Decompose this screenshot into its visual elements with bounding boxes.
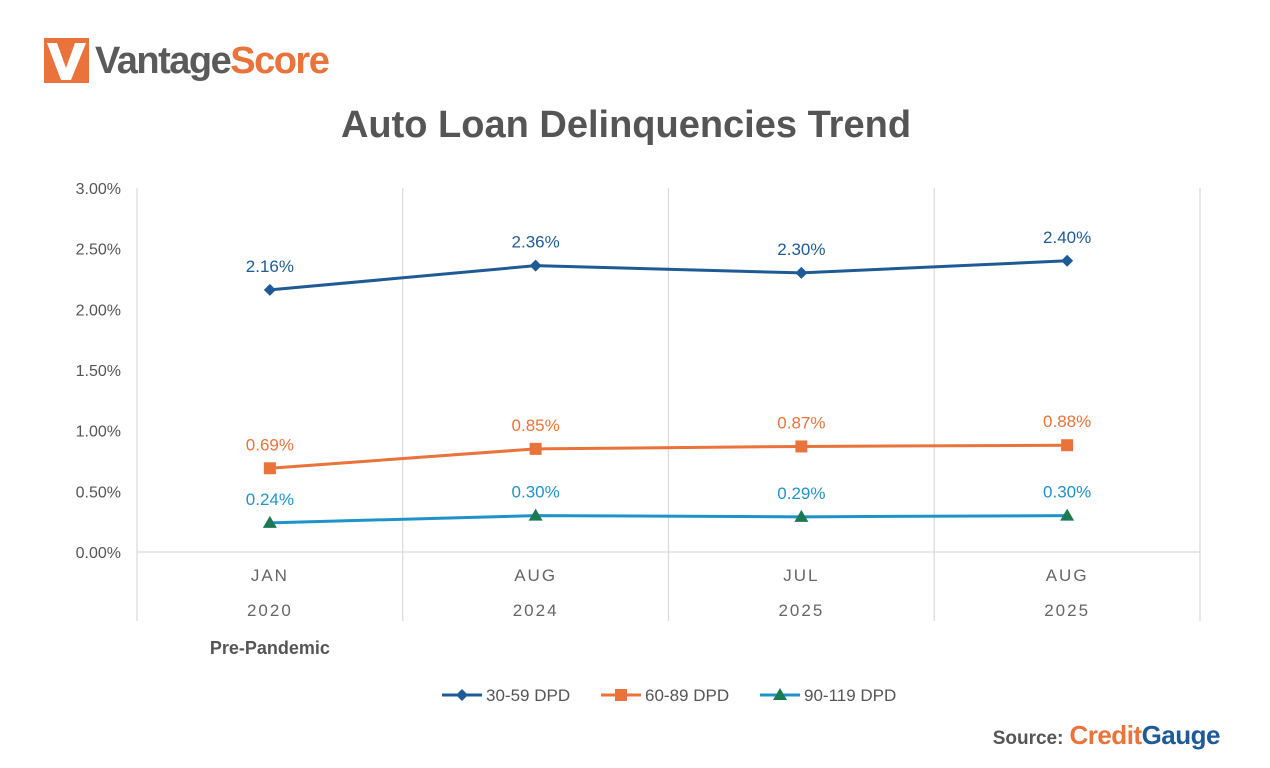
chart-title: Auto Loan Delinquencies Trend (340, 104, 912, 146)
x-tick-label-year: 2020 (247, 601, 293, 620)
y-tick-label: 1.50% (76, 363, 121, 380)
y-tick-label: 3.00% (76, 181, 121, 198)
series-point-0 (529, 259, 542, 272)
source-credit: Source: Credit Gauge (992, 720, 1221, 751)
data-label: 0.30% (512, 483, 560, 502)
series-point-2 (528, 508, 543, 521)
series-point-0 (263, 283, 276, 296)
series-point-2 (262, 515, 277, 528)
creditgauge-logo-word-credit: Credit (1069, 720, 1142, 750)
data-label: 0.29% (777, 484, 825, 503)
pre-pandemic-annotation: Pre-Pandemic (210, 638, 330, 658)
x-tick-label-month: AUG (1046, 566, 1089, 585)
x-tick-label-year: 2025 (778, 601, 824, 620)
data-label: 0.88% (1043, 412, 1091, 431)
data-label: 0.24% (246, 490, 294, 509)
series-point-2 (794, 509, 809, 522)
series-point-1 (1061, 439, 1074, 452)
logo-word-score: Score (230, 39, 330, 82)
legend-marker (773, 688, 787, 700)
y-tick-label: 0.50% (76, 484, 121, 501)
x-tick-label-month: JAN (251, 566, 289, 585)
legend-marker (456, 689, 468, 701)
legend-marker (615, 689, 627, 701)
y-tick-label: 2.50% (76, 242, 121, 259)
data-label: 2.30% (777, 240, 825, 259)
creditgauge-logo-word-gauge: Gauge (1141, 720, 1221, 750)
series-line-1 (269, 443, 1068, 470)
x-tick-label-month: AUG (514, 566, 557, 585)
legend-label: 90-119 DPD (804, 686, 896, 705)
legend-label: 60-89 DPD (645, 686, 729, 705)
series-line-2 (269, 514, 1068, 525)
y-tick-label: 1.00% (76, 424, 121, 441)
legend-label: 30-59 DPD (486, 686, 570, 705)
data-label: 2.40% (1043, 228, 1091, 247)
data-label: 0.85% (512, 416, 560, 435)
y-tick-label: 0.00% (76, 545, 121, 562)
vantagescore-logo-icon (44, 38, 89, 83)
data-label: 0.69% (246, 435, 294, 454)
series-point-0 (795, 266, 808, 279)
data-label: 0.87% (777, 413, 825, 432)
logo-wordmark: VantageScore (95, 39, 330, 82)
logo-word-vantage: Vantage (95, 39, 232, 82)
series-point-1 (529, 442, 542, 455)
x-tick-label-year: 2025 (1044, 601, 1090, 620)
x-tick-label-month: JUL (783, 566, 819, 585)
y-tick-label: 2.00% (76, 302, 121, 319)
series-line-0 (269, 259, 1068, 292)
source-label: Source: (992, 728, 1064, 749)
series-point-1 (263, 462, 276, 475)
series-point-1 (795, 440, 808, 453)
data-label: 2.16% (246, 257, 294, 276)
data-label: 2.36% (512, 233, 560, 252)
vantagescore-logo: VantageScore (44, 38, 330, 83)
x-tick-label-year: 2024 (513, 601, 559, 620)
data-label: 0.30% (1043, 483, 1091, 502)
series-point-2 (1060, 508, 1075, 521)
series-point-0 (1061, 254, 1074, 267)
